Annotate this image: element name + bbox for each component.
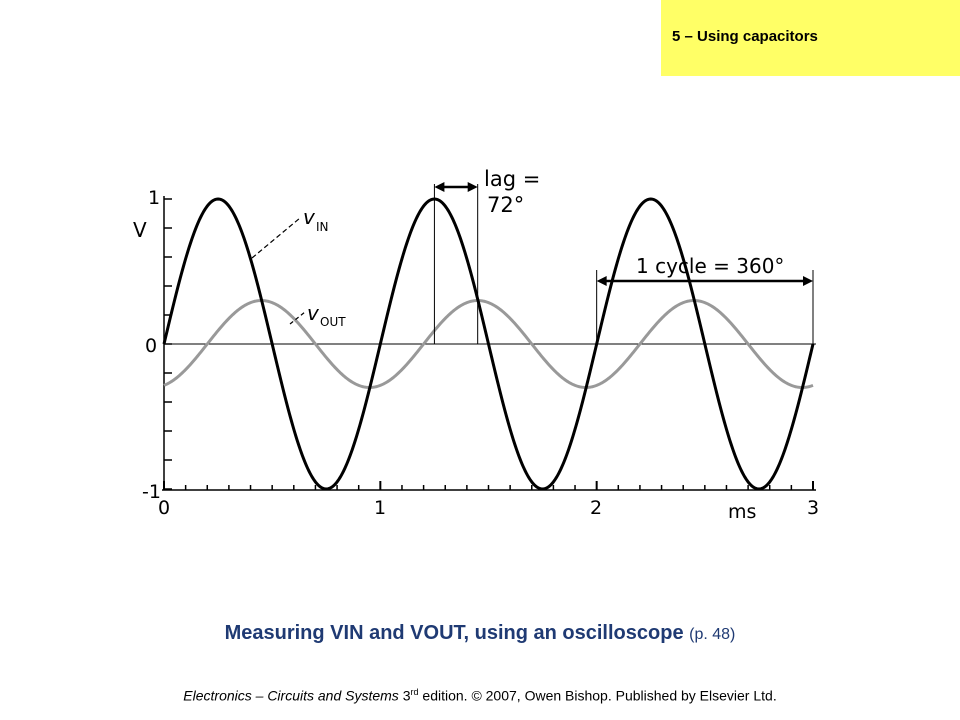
lag-arrowhead-left (434, 182, 445, 192)
credit-line: Electronics – Circuits and Systems 3rd e… (0, 687, 960, 704)
cycle-arrowhead-left (596, 276, 607, 286)
y-tick-label-0: 0 (145, 335, 157, 357)
vout-series-line (163, 298, 814, 390)
vout-label: v OUT (289, 301, 346, 329)
x-tick-label-1: 1 (374, 497, 386, 519)
vin-label-sub: IN (316, 220, 329, 234)
caption-page-ref: (p. 48) (689, 626, 736, 643)
cycle-label: 1 cycle = 360° (636, 254, 784, 278)
caption-main: Measuring VIN and VOUT, using an oscillo… (224, 622, 684, 644)
cycle-arrowhead-right (803, 276, 813, 286)
y-tick-label-neg1: -1 (142, 481, 161, 503)
vin-label-main: v (303, 205, 316, 229)
lag-label-line2: 72° (487, 193, 524, 217)
vout-label-sub: OUT (320, 315, 346, 329)
lag-arrowhead-right (467, 182, 478, 192)
x-tick-label-2: 2 (590, 497, 602, 519)
credit-edition-num: 3 (402, 687, 411, 704)
credit-book-title: Electronics – Circuits and Systems (183, 687, 399, 704)
lag-annotation: lag = 72° (433, 167, 540, 344)
vin-leader-line (251, 217, 301, 259)
figure-caption: Measuring VIN and VOUT, using an oscillo… (0, 622, 960, 645)
cycle-annotation: 1 cycle = 360° (596, 254, 814, 344)
x-tick-label-0: 0 (158, 497, 170, 519)
x-tick-marks (163, 481, 814, 490)
y-tick-label-1: 1 (148, 187, 160, 209)
section-label: 5 – Using capacitors (672, 28, 818, 45)
credit-rest: edition. © 2007, Owen Bishop. Published … (422, 687, 777, 704)
oscilloscope-chart: 1 0 -1 V 0 1 2 3 ms v IN v OUT lag = 72°… (133, 167, 819, 523)
y-axis-label: V (133, 218, 147, 242)
section-tag: 5 – Using capacitors (661, 0, 960, 76)
credit-edition-sup: rd (410, 687, 419, 697)
vin-label: v IN (251, 205, 329, 259)
x-tick-label-3: 3 (807, 497, 819, 519)
x-axis-label: ms (728, 501, 756, 523)
lag-label-line1: lag = (484, 167, 540, 191)
vout-label-main: v (307, 301, 320, 325)
vout-leader-line (289, 311, 306, 325)
vin-series-line (162, 197, 815, 491)
